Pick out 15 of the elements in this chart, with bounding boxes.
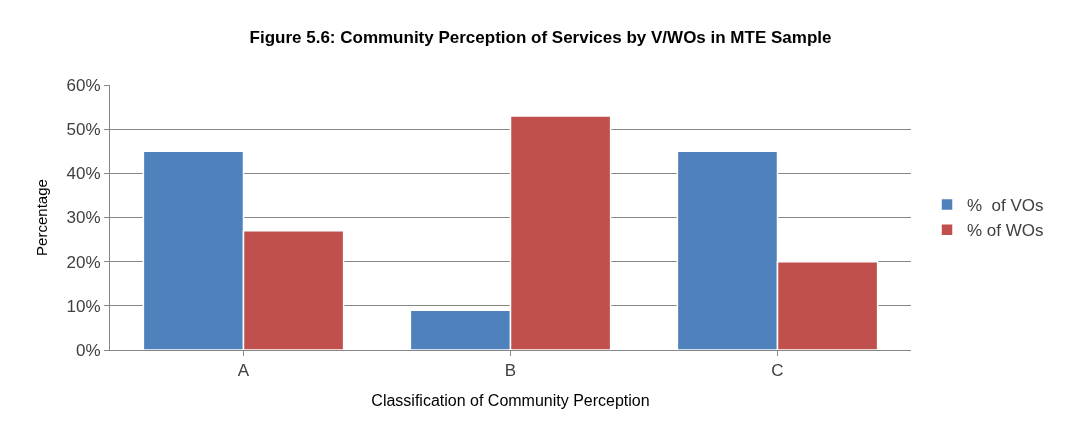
y-tick-label: 50% [66, 120, 101, 140]
y-tick-label: 60% [66, 75, 101, 95]
y-axis-title: Percentage [32, 179, 50, 256]
y-tick-label: 20% [66, 252, 101, 272]
y-tick-label: 0% [76, 340, 101, 360]
y-tick-label: 30% [66, 208, 101, 228]
y-tick-label: 40% [66, 164, 101, 184]
y-tick-label: 10% [66, 296, 101, 316]
chart-title: Figure 5.6: Community Perception of Services by V/WOs in MTE Sample [249, 28, 832, 48]
legend-label: % of WOs [967, 221, 1044, 241]
x-axis-title: Classification of Community Perception [371, 392, 650, 410]
x-tick-label: B [504, 361, 517, 381]
x-tick-label: A [237, 361, 250, 381]
legend-label: % of VOs [967, 196, 1044, 216]
x-tick-label: C [771, 361, 784, 381]
